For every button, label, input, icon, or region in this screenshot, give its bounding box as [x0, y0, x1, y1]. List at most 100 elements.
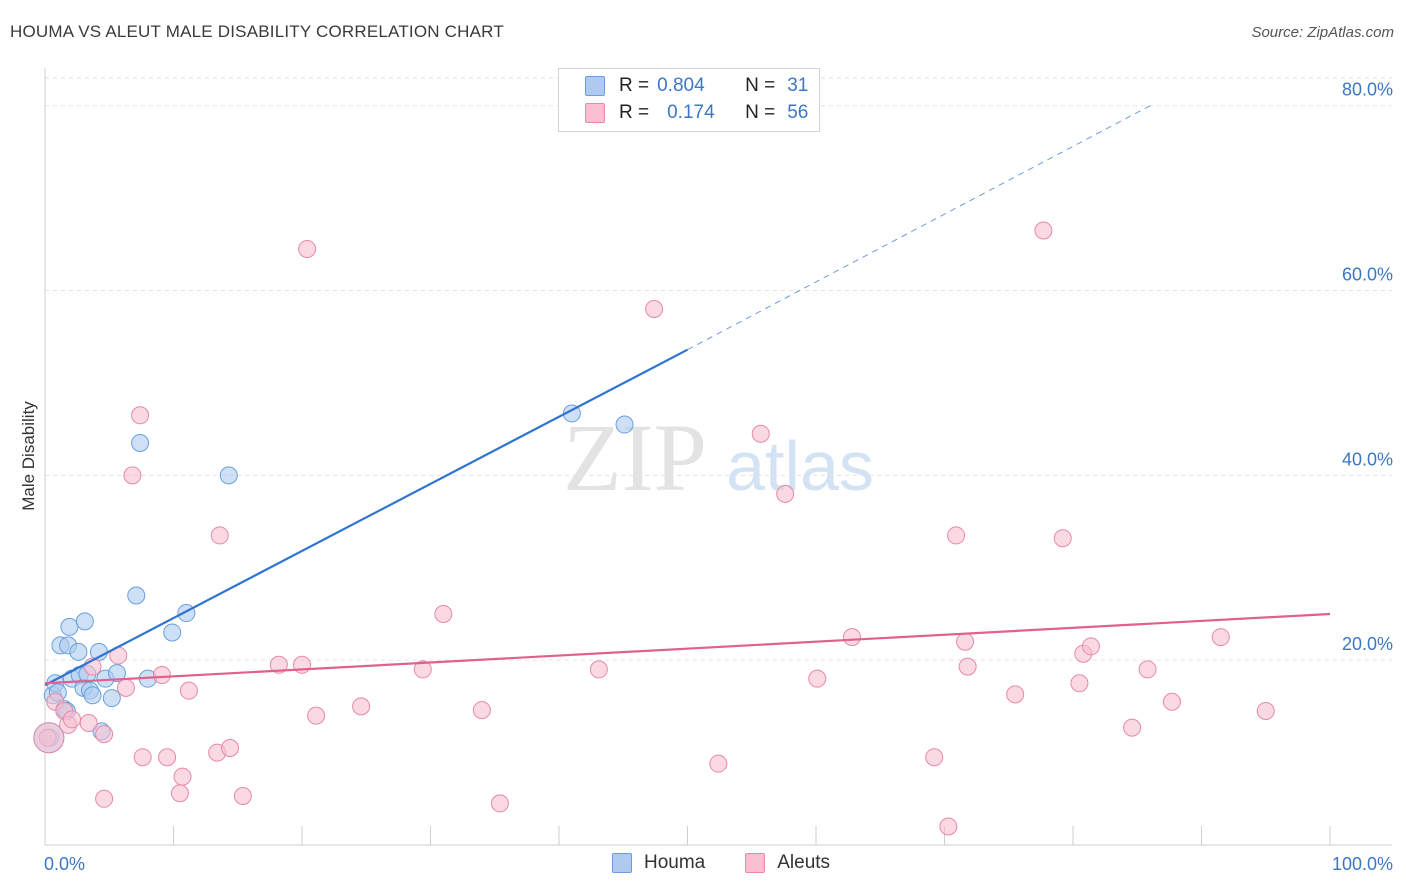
series-legend: Houma Aleuts	[612, 852, 870, 874]
chart-title: HOUMA VS ALEUT MALE DISABILITY CORRELATI…	[10, 22, 504, 41]
houma-point	[131, 434, 150, 453]
series-legend-aleuts[interactable]: Aleuts	[745, 852, 830, 874]
legend: R = 0.804 N = 31 R = 0.174 N = 56	[558, 68, 820, 132]
aleuts-point	[472, 701, 491, 720]
houma-swatch	[585, 76, 605, 96]
houma-point	[75, 612, 94, 631]
trend-lines	[44, 105, 1331, 687]
y-tick-label: 40.0%	[1342, 449, 1393, 469]
aleuts-point	[307, 706, 326, 725]
aleuts-point	[269, 655, 288, 674]
legend-r-label: R =	[619, 102, 650, 123]
tick-labels: 20.0% 40.0% 60.0% 80.0% 0.0% 100.0%	[44, 80, 1393, 874]
aleuts-point	[221, 738, 240, 757]
aleuts-point	[808, 669, 827, 688]
data-points	[33, 221, 1275, 836]
houma-legend-label: Houma	[644, 852, 706, 873]
aleuts-point	[158, 748, 177, 767]
legend-r-label: R =	[619, 75, 650, 96]
aleuts-point	[173, 767, 192, 786]
aleuts-point	[1053, 529, 1072, 548]
houma-point	[83, 686, 102, 705]
y-axis-label: Male Disability	[19, 401, 38, 511]
gridlines	[45, 77, 1392, 661]
x-tick-label: 0.0%	[44, 854, 85, 874]
aleuts-point	[152, 665, 171, 684]
aleuts-point	[589, 660, 608, 679]
legend-row-houma: R = 0.804 N = 31	[585, 74, 808, 98]
houma-legend-swatch	[612, 853, 632, 873]
aleuts-point	[1162, 692, 1181, 711]
legend-row-aleuts: R = 0.174 N = 56	[585, 101, 808, 125]
aleuts-point	[1034, 221, 1053, 240]
aleuts-point	[1123, 718, 1142, 737]
legend-n-label: N =	[745, 75, 776, 96]
aleuts-point	[62, 710, 81, 729]
aleuts-legend-label: Aleuts	[777, 852, 831, 873]
aleuts-point	[233, 787, 252, 806]
legend-n-label: N =	[745, 102, 776, 123]
aleuts-point	[95, 789, 114, 808]
houma-point	[69, 642, 88, 661]
aleuts-point	[1211, 628, 1230, 647]
houma-point	[107, 664, 126, 683]
houma-trend-extension	[687, 105, 1151, 351]
y-tick-label: 20.0%	[1342, 634, 1393, 654]
aleuts-point	[751, 424, 770, 443]
aleuts-point	[1006, 685, 1025, 704]
aleuts-point	[956, 632, 975, 651]
y-tick-label: 80.0%	[1342, 80, 1393, 100]
houma-r-value: 0.804	[657, 75, 705, 96]
aleuts-point	[842, 628, 861, 647]
aleuts-point	[95, 725, 114, 744]
y-tick-label: 60.0%	[1342, 265, 1393, 285]
aleuts-swatch	[585, 103, 605, 123]
aleuts-point	[133, 748, 152, 767]
aleuts-point	[116, 678, 135, 697]
source-label: Source: ZipAtlas.com	[1251, 24, 1394, 41]
aleuts-point	[490, 794, 509, 813]
houma-point	[102, 689, 121, 708]
houma-point	[615, 415, 634, 434]
aleuts-trend-line	[44, 612, 1331, 685]
aleuts-point	[33, 722, 65, 754]
aleuts-point	[1138, 660, 1157, 679]
houma-point	[219, 466, 238, 485]
aleuts-point	[131, 406, 150, 425]
aleuts-point	[939, 817, 958, 836]
watermark: ZIP atlas	[563, 404, 874, 511]
aleuts-point	[776, 484, 795, 503]
aleuts-point	[123, 466, 142, 485]
aleuts-point	[925, 748, 944, 767]
aleuts-point	[179, 681, 198, 700]
aleuts-point	[1256, 702, 1275, 721]
aleuts-point	[958, 657, 977, 676]
aleuts-points	[33, 221, 1275, 836]
houma-point	[127, 586, 146, 605]
aleuts-point	[709, 754, 728, 773]
houma-point	[163, 623, 182, 642]
aleuts-point	[413, 660, 432, 679]
watermark-atlas: atlas	[726, 427, 874, 505]
aleuts-point	[645, 300, 664, 319]
x-tick-label: 100.0%	[1332, 854, 1393, 874]
aleuts-point	[79, 714, 98, 733]
houma-point	[60, 617, 79, 636]
houma-trend-line	[44, 348, 689, 687]
aleuts-point	[1081, 637, 1100, 656]
houma-n-value: 31	[787, 75, 809, 96]
aleuts-point	[352, 697, 371, 716]
aleuts-point	[170, 784, 189, 803]
aleuts-point	[210, 526, 229, 545]
aleuts-point	[434, 604, 453, 623]
aleuts-legend-swatch	[745, 853, 766, 873]
aleuts-r-value: 0.174	[667, 102, 715, 123]
series-legend-houma[interactable]: Houma	[612, 852, 705, 874]
aleuts-point	[1070, 674, 1089, 693]
watermark-zip: ZIP	[563, 404, 707, 511]
aleuts-n-value: 56	[787, 102, 809, 123]
aleuts-point	[298, 239, 317, 258]
axes	[44, 68, 1392, 846]
aleuts-point	[947, 526, 966, 545]
